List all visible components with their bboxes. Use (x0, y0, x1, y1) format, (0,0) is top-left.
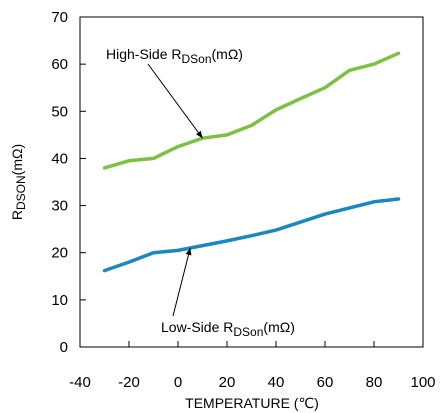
y-tick-label: 50 (51, 103, 68, 120)
x-tick-label: -20 (118, 374, 140, 391)
high-side-series-line (102, 51, 401, 170)
x-tick-label: 0 (174, 374, 182, 391)
high-side-label: High-Side RDSon(mΩ) (106, 46, 243, 66)
y-tick-label: 70 (51, 9, 68, 26)
x-axis-ticks: -40 -20 0 20 40 60 80 100 (69, 341, 436, 391)
high-side-label-arrow (147, 63, 203, 139)
x-axis-title: TEMPERATURE (℃) (185, 395, 319, 411)
low-side-series-line (102, 197, 401, 273)
x-tick-label: 100 (410, 374, 435, 391)
y-tick-label: 20 (51, 245, 68, 262)
x-tick-label: 60 (317, 374, 334, 391)
plot-frame (79, 16, 424, 348)
y-axis-title: RDSON(mΩ) (9, 144, 28, 220)
x-tick-label: 80 (366, 374, 383, 391)
annotation-layer: High-Side RDSon(mΩ) Low-Side RDSon(mΩ) (106, 46, 295, 339)
y-axis-ticks: 0 10 20 30 40 50 60 70 (51, 9, 86, 356)
y-tick-label: 60 (51, 56, 68, 73)
low-side-label: Low-Side RDSon(mΩ) (161, 319, 295, 339)
x-tick-label: 20 (219, 374, 236, 391)
y-tick-label: 10 (51, 292, 68, 309)
y-tick-label: 30 (51, 198, 68, 215)
x-tick-label: -40 (69, 374, 91, 391)
x-tick-label: 40 (268, 374, 285, 391)
y-tick-label: 40 (51, 150, 68, 167)
y-tick-label: 0 (60, 339, 68, 356)
low-side-label-arrow (172, 247, 192, 317)
series-layer (102, 51, 401, 273)
